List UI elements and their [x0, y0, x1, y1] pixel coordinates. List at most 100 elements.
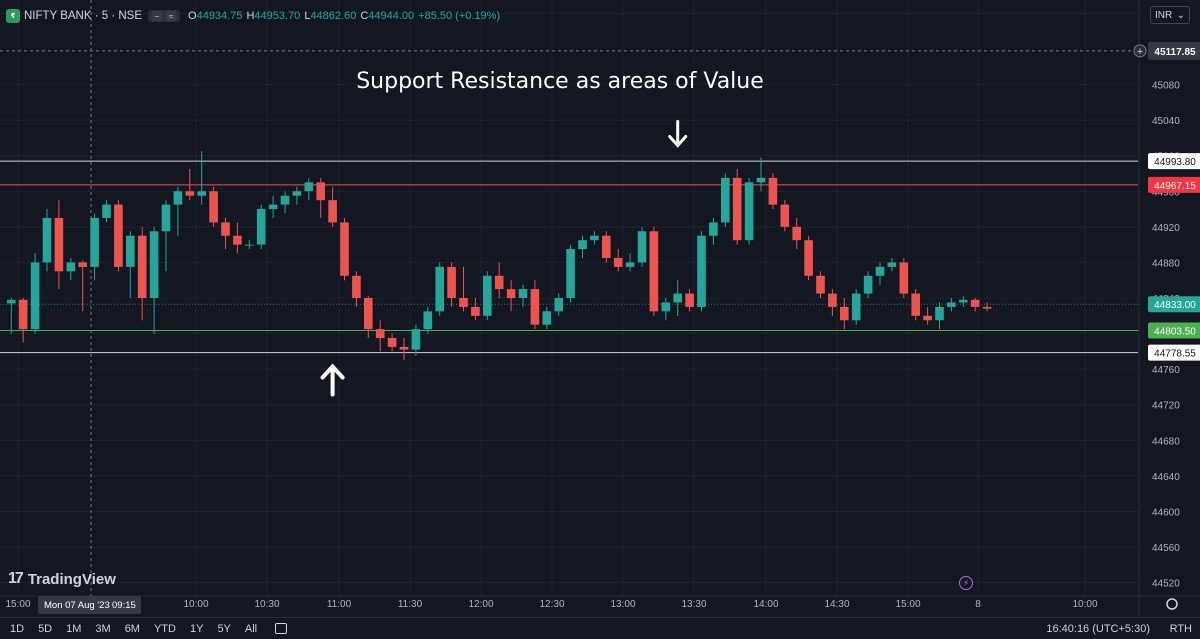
candles [7, 151, 992, 361]
candle-body [375, 329, 385, 339]
candle-body [245, 244, 254, 246]
legend-controls[interactable]: − ≈ [148, 10, 181, 22]
candle-body [280, 195, 290, 205]
currency-select[interactable]: INR ⌄ [1150, 6, 1190, 24]
range-6m[interactable]: 6M [124, 622, 140, 635]
lightning-icon[interactable]: ⚡ [959, 576, 973, 590]
y-tick-label: 44680 [1152, 436, 1180, 447]
candle-body [875, 266, 885, 276]
candle-body [304, 182, 314, 192]
candle-body [590, 235, 599, 241]
candle-body [185, 191, 195, 196]
candle-body [947, 302, 956, 307]
chevron-down-icon: ⌄ [1176, 9, 1185, 21]
candle-body [90, 217, 99, 267]
level-price-label: 44993.80 [1154, 157, 1196, 168]
symbol-logo-icon: ₹ [6, 9, 20, 23]
high-value: 44953.70 [254, 10, 301, 22]
candle-body [102, 204, 111, 218]
candle-body [744, 182, 754, 241]
calendar-icon[interactable] [275, 623, 288, 634]
candle-body [161, 204, 171, 232]
candle-body [923, 315, 932, 321]
candle-body [197, 191, 206, 196]
candle-body [863, 275, 873, 294]
y-tick-label: 44760 [1152, 365, 1180, 376]
range-ytd[interactable]: YTD [153, 622, 176, 635]
y-tick-label: 44520 [1152, 579, 1180, 590]
symbol-legend: ₹ NIFTY BANK · 5 · NSE − ≈ O 44934.75 H 44… [6, 6, 504, 26]
candle-body [851, 293, 861, 321]
crosshair-date: Mon 07 Aug '23 [44, 600, 110, 611]
x-tick-label: 11:30 [398, 599, 423, 610]
y-tick-label: 45040 [1152, 116, 1180, 127]
candle-body [233, 235, 242, 245]
candle-body [721, 177, 730, 223]
candle-body [613, 257, 623, 267]
candle-body [816, 275, 825, 294]
wave-icon[interactable]: ≈ [165, 11, 178, 21]
x-tick-label: 10:30 [254, 599, 279, 610]
candle-body [316, 182, 325, 201]
x-tick-label: 15:00 [5, 599, 30, 610]
y-tick-label: 44640 [1152, 472, 1180, 483]
candle-body [709, 222, 718, 236]
chart-title: Support Resistance as areas of Value [356, 69, 764, 94]
candle-body [447, 266, 456, 298]
candle-body [423, 311, 433, 330]
minus-icon[interactable]: − [151, 11, 164, 21]
candle-body [840, 306, 849, 321]
session-type[interactable]: RTH [1169, 622, 1192, 635]
low-value: 44862.60 [310, 10, 357, 22]
level-price-box [1148, 153, 1200, 170]
tradingview-mark-icon: 17 [8, 570, 24, 587]
x-tick-label: 11:00 [327, 599, 352, 610]
candle-body [792, 226, 801, 241]
level-price-box [1148, 344, 1200, 361]
brand-name: TradingView [27, 570, 116, 588]
range-5d[interactable]: 5D [38, 622, 53, 635]
candle-body [435, 266, 444, 312]
candle-body [625, 262, 635, 267]
symbol-name[interactable]: NIFTY BANK · 5 · NSE [24, 10, 143, 22]
range-1m[interactable]: 1M [66, 622, 82, 635]
range-all[interactable]: All [244, 622, 258, 635]
high-label: H [246, 10, 255, 22]
x-tick-label: 12:30 [539, 599, 564, 610]
session-clock[interactable]: 16:40:16 (UTC+5:30) [1046, 622, 1150, 635]
candle-body [768, 177, 778, 205]
candle-body [697, 235, 706, 307]
x-tick-label: 15:00 [895, 599, 920, 610]
settings-gear-icon [1166, 598, 1178, 610]
level-price-label: 44967.15 [1154, 181, 1196, 192]
currency-label: INR [1155, 9, 1173, 21]
candle-body [566, 249, 575, 298]
range-5y[interactable]: 5Y [217, 622, 231, 635]
crosshair-time-box [38, 596, 141, 614]
axes: 4516045080450404500044960449204488044840… [0, 0, 1200, 617]
range-3m[interactable]: 3M [95, 622, 111, 635]
y-tick-label: 44920 [1152, 223, 1180, 234]
candle-body [554, 298, 563, 312]
candle-body [387, 338, 397, 347]
candle-body [911, 293, 920, 316]
candle-body [578, 240, 587, 250]
range-1d[interactable]: 1D [10, 622, 25, 635]
x-tick-label: 10:00 [1072, 599, 1097, 610]
candle-body [970, 299, 980, 307]
y-tick-label: 44560 [1152, 543, 1180, 554]
candlestick-chart[interactable]: 4516045080450404500044960449204488044840… [0, 0, 1200, 617]
candle-body [637, 231, 647, 263]
x-tick-label: 14:00 [753, 599, 778, 610]
crosshair-price-box [1148, 41, 1200, 60]
range-1y[interactable]: 1Y [189, 622, 204, 635]
candle-body [506, 289, 516, 298]
candle-body [209, 191, 218, 223]
x-tick-label: 10:00 [183, 599, 208, 610]
arrow-down-icon [668, 119, 688, 148]
candle-body [18, 299, 28, 330]
tradingview-logo[interactable]: 17 TradingView [8, 570, 116, 588]
level-price-label: 44778.55 [1154, 349, 1196, 360]
candle-body [149, 231, 159, 298]
level-price-label: 44833.00 [1154, 300, 1196, 311]
